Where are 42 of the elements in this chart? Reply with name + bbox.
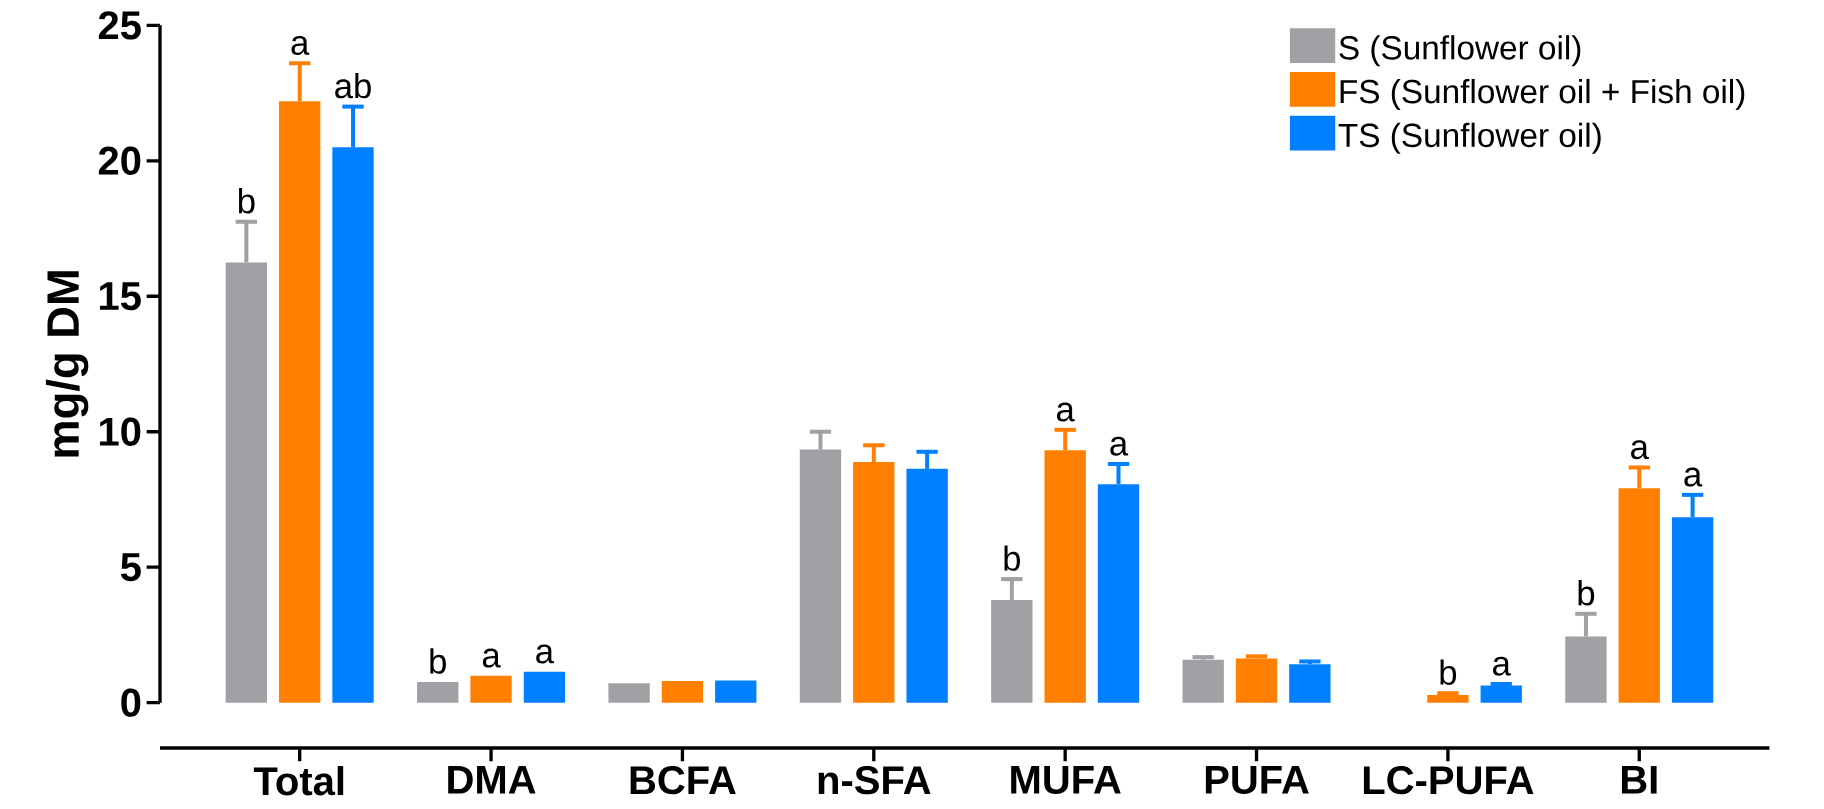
x-tick-label: BCFA: [630, 765, 736, 795]
bar: [715, 680, 757, 703]
data-label: b: [1578, 579, 1595, 606]
data-label: ab: [335, 72, 371, 99]
bar: [417, 681, 459, 703]
x-tick-label: MUFA: [1011, 765, 1121, 794]
data-label: b: [430, 648, 446, 674]
x-tick-label: PUFA: [1205, 765, 1309, 794]
bar: [523, 671, 566, 703]
x-tick-label: Total: [253, 765, 344, 796]
bar: [470, 675, 512, 703]
y-tick-label: 15: [99, 282, 141, 311]
bar: [608, 683, 650, 703]
data-label: a: [1056, 402, 1075, 422]
data-label: a: [1684, 467, 1703, 487]
legend-label: FS (Sunflower oil + Fish oil): [1340, 78, 1745, 110]
x-tick-label: LC-PUFA: [1363, 765, 1534, 795]
y-axis-title: mg/g DM: [45, 271, 89, 457]
data-label: b: [238, 187, 255, 214]
bar: [1427, 694, 1469, 703]
y-tick-label: 25: [98, 11, 141, 40]
x-tick-label: BI: [1621, 765, 1657, 794]
legend-label: TS (Sunflower oil): [1338, 122, 1601, 154]
y-tick-label: 0: [121, 688, 141, 717]
data-label: a: [536, 644, 555, 664]
data-label: a: [1110, 436, 1129, 456]
legend-label: S (Sunflower oil): [1339, 35, 1581, 67]
data-label: b: [1440, 659, 1457, 685]
y-tick-label: 20: [98, 146, 141, 175]
bar: [661, 680, 704, 703]
data-label: a: [482, 648, 501, 668]
y-tick-label: 10: [99, 417, 141, 446]
x-tick-label: DMA: [448, 765, 536, 794]
data-label: a: [1493, 656, 1511, 676]
bar: [1235, 658, 1278, 703]
x-tick-label: n-SFA: [818, 765, 931, 795]
bar: [1182, 659, 1224, 703]
y-tick-label: 5: [120, 553, 141, 581]
data-label: a: [1631, 440, 1649, 460]
data-label: a: [291, 35, 310, 55]
data-label: b: [1004, 545, 1021, 571]
bar: [1480, 685, 1522, 703]
